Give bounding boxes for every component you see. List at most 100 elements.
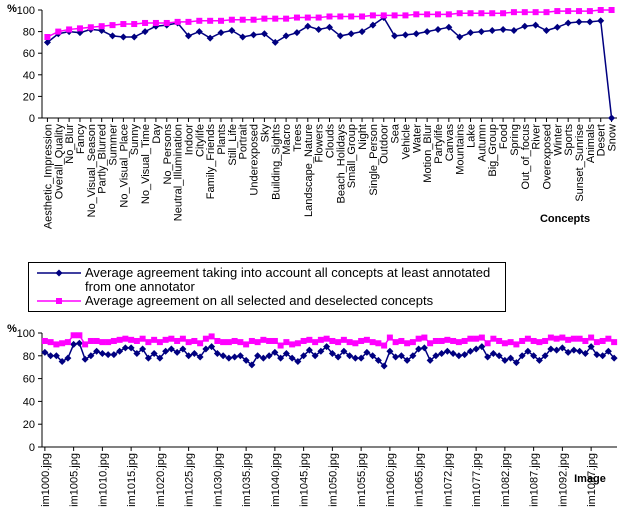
marker [445, 11, 452, 18]
x-tick-label: Single_Person [368, 124, 380, 196]
marker [58, 358, 66, 365]
marker [99, 339, 106, 346]
marker [55, 28, 62, 35]
marker [66, 26, 73, 33]
marker [305, 346, 313, 354]
x-tick-label: Neutral_Illumination [173, 124, 185, 221]
marker [547, 334, 554, 341]
marker [358, 28, 366, 36]
x-axis-label: Image [574, 473, 606, 485]
marker [541, 352, 549, 360]
x-tick-label: Food [498, 124, 510, 149]
x-tick-label: Partly_Blurred [97, 124, 109, 194]
marker [128, 336, 135, 343]
marker [415, 335, 422, 342]
x-tick-label: Winter [552, 124, 564, 156]
marker [271, 348, 279, 356]
marker [553, 346, 561, 354]
marker [524, 347, 532, 355]
marker [449, 350, 457, 358]
marker [565, 336, 572, 343]
marker [346, 352, 354, 360]
marker [76, 25, 83, 32]
marker [43, 38, 51, 46]
x-tick-label: Clouds [325, 124, 337, 159]
marker [543, 9, 550, 16]
marker [272, 15, 279, 22]
marker [432, 352, 440, 360]
marker [404, 340, 411, 347]
marker [386, 347, 394, 355]
series-line [44, 342, 615, 368]
x-tick-label: Fancy [75, 124, 87, 154]
x-axis-label: Concepts [540, 213, 590, 225]
marker [575, 18, 583, 26]
marker [167, 345, 175, 353]
y-tick-label: 20 [23, 91, 35, 103]
marker [87, 24, 94, 31]
y-axis-label: % [7, 323, 17, 335]
marker [432, 337, 439, 344]
marker [466, 347, 474, 355]
y-tick-label: 80 [23, 351, 35, 363]
marker [323, 335, 330, 342]
marker [174, 18, 181, 25]
marker [467, 10, 474, 17]
marker [409, 352, 417, 360]
x-tick-label: Sports [563, 124, 575, 156]
x-tick-label: Autumn [476, 124, 488, 162]
x-tick-label: Big_Group [487, 124, 499, 177]
legend-swatch [37, 298, 81, 304]
marker [536, 339, 543, 346]
x-tick-label: Macro [281, 124, 293, 155]
marker [56, 298, 62, 304]
marker [564, 19, 572, 27]
marker [488, 27, 496, 35]
marker [608, 114, 616, 122]
marker [282, 350, 290, 358]
marker [190, 350, 198, 358]
marker [369, 352, 377, 360]
x-tick-label: Flowers [314, 124, 326, 163]
marker [586, 18, 594, 26]
marker [461, 337, 468, 344]
marker [312, 339, 319, 346]
y-tick-label: 100 [17, 328, 35, 340]
marker [386, 334, 393, 341]
marker [179, 345, 187, 353]
x-tick-label: im1015.jpg [126, 453, 138, 507]
marker [168, 335, 175, 342]
marker [277, 354, 285, 362]
series-line [46, 16, 613, 119]
marker [358, 337, 365, 344]
marker [208, 333, 215, 340]
marker [87, 352, 95, 360]
marker [208, 343, 216, 351]
marker [185, 339, 192, 346]
marker [152, 19, 159, 26]
marker [98, 350, 106, 358]
x-tick-label: Spring [509, 124, 521, 156]
marker [610, 354, 618, 362]
marker [265, 352, 273, 360]
marker [455, 339, 462, 346]
marker [532, 9, 539, 16]
marker [64, 354, 72, 362]
marker [521, 9, 528, 16]
marker [413, 11, 420, 18]
marker [179, 335, 186, 342]
marker [477, 28, 485, 36]
marker [391, 12, 398, 19]
marker [109, 32, 117, 40]
marker [75, 339, 83, 347]
marker [47, 352, 55, 360]
marker [87, 337, 94, 344]
marker [363, 336, 370, 343]
marker [582, 337, 589, 344]
marker [564, 348, 572, 356]
marker [597, 17, 605, 25]
marker [173, 348, 181, 356]
marker [104, 351, 112, 359]
marker [184, 32, 192, 40]
y-tick-label: 60 [23, 48, 35, 60]
